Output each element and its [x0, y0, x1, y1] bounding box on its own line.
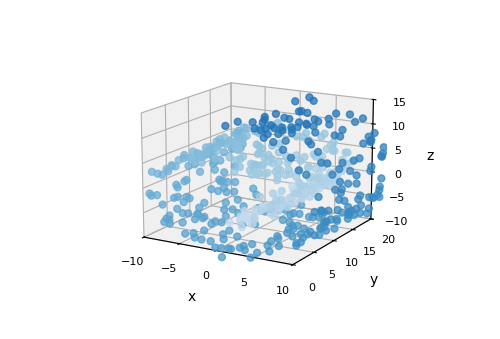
- X-axis label: x: x: [188, 290, 196, 304]
- Y-axis label: y: y: [370, 274, 378, 287]
